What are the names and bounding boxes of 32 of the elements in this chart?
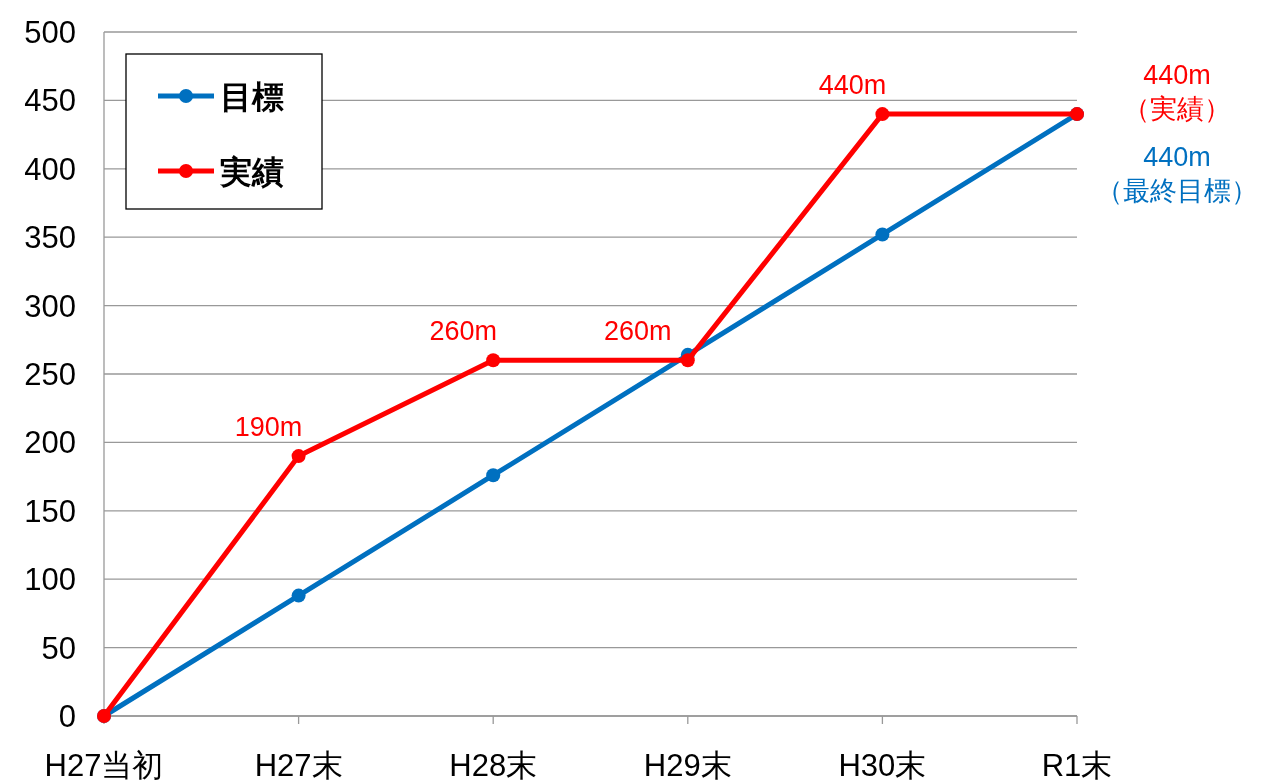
point: [291, 588, 306, 603]
y-tick-label: 200: [24, 425, 76, 461]
point: [875, 107, 890, 122]
point: [486, 468, 501, 483]
data-label: 190m: [234, 412, 303, 443]
point: [875, 227, 890, 242]
y-tick-label: 300: [24, 288, 76, 324]
legend-label: 実績: [219, 154, 284, 190]
x-tick-label: H27当初: [44, 748, 164, 781]
data-label: 440m: [818, 70, 887, 101]
x-tick-label: H30末: [838, 748, 927, 781]
y-tick-label: 400: [24, 151, 76, 187]
data-label: 260m: [604, 316, 672, 347]
legend-label: 目標: [220, 79, 284, 115]
y-tick-label: 500: [24, 15, 76, 50]
data-label: 440m （最終目標）: [1096, 142, 1258, 206]
y-tick-label: 0: [58, 699, 76, 734]
y-tick-label: 100: [24, 562, 76, 598]
point: [291, 449, 306, 464]
y-tick-label: 150: [24, 493, 76, 529]
point: [486, 353, 501, 368]
x-tick-label: H27末: [254, 748, 343, 781]
data-label: 440m （実績）: [1123, 60, 1231, 124]
x-tick-label: H28末: [449, 748, 538, 781]
y-tick-label: 450: [24, 83, 76, 119]
y-tick-label: 350: [24, 220, 76, 256]
y-tick-label: 250: [24, 357, 76, 392]
x-tick-label: H29末: [643, 748, 732, 781]
y-tick-label: 50: [41, 630, 76, 666]
point: [680, 353, 695, 368]
x-tick-label: R1末: [1041, 748, 1113, 781]
data-label: 260m: [429, 316, 497, 347]
